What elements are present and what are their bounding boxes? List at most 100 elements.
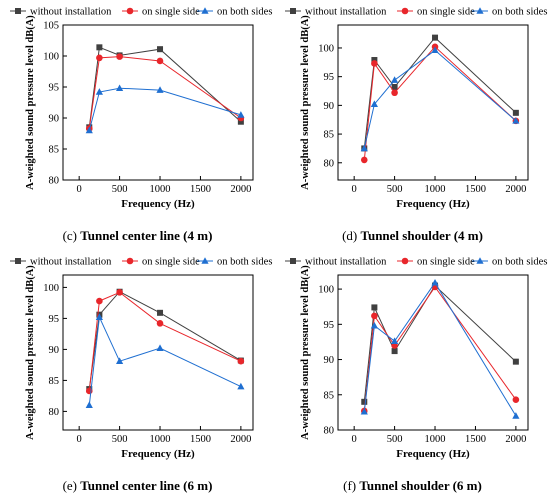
y-tick-label: 105 (43, 21, 59, 32)
legend-label: on both sides (217, 257, 272, 268)
data-point-triangle (237, 382, 245, 390)
x-axis-label: Frequency (Hz) (121, 448, 195, 460)
chart-svg: without installation on single side on bot… (285, 257, 547, 460)
chart-panel-f: without installation on single side on bot… (275, 250, 550, 468)
data-point-triangle (390, 337, 399, 345)
legend-item-both: on both sides (472, 7, 547, 18)
data-point-circle (116, 289, 123, 296)
legend-marker-square (15, 258, 21, 264)
data-point-circle (360, 156, 368, 164)
y-tick-label: 80 (49, 407, 60, 418)
legend-label: without installation (305, 7, 387, 18)
x-tick-label: 500 (387, 184, 403, 195)
legend-label: without installation (30, 257, 112, 268)
legend-label: on single side (417, 7, 475, 18)
series-single (360, 43, 520, 164)
data-point-square (371, 57, 378, 64)
series-without (361, 34, 519, 152)
legend-label: on both sides (492, 257, 547, 268)
caption-e: (e) Tunnel center line (6 m) (0, 478, 275, 494)
x-tick-label: 0 (352, 184, 357, 195)
data-point-triangle (156, 344, 164, 351)
caption-d: (d) Tunnel shoulder (4 m) (275, 228, 550, 244)
data-point-triangle (95, 313, 103, 320)
series-line (363, 286, 517, 412)
y-tick-label: 85 (49, 145, 60, 156)
data-point-square (391, 348, 398, 355)
legend-marker-triangle (201, 257, 209, 264)
legend-marker-square (290, 8, 296, 14)
data-point-circle (512, 396, 520, 404)
data-point-circle (156, 57, 164, 65)
legend-item-without: without installation (285, 7, 387, 18)
legend-marker-circle (126, 257, 134, 265)
legend-label: without installation (305, 257, 387, 268)
data-point-square (371, 304, 378, 311)
legend-marker-square (290, 258, 296, 264)
y-tick-label: 90 (49, 114, 60, 125)
x-tick-label: 1000 (150, 434, 171, 445)
legend: without installation on single side on bot… (285, 7, 547, 18)
x-tick-label: 2000 (230, 184, 251, 195)
x-axis-label: Frequency (Hz) (396, 448, 470, 460)
data-point-square (391, 84, 398, 90)
legend-marker-triangle (201, 7, 209, 14)
data-point-square (96, 44, 103, 51)
series-line (88, 87, 242, 131)
data-point-circle (116, 53, 123, 60)
x-tick-label: 0 (77, 434, 82, 445)
x-tick-label: 500 (387, 434, 403, 445)
data-point-triangle (431, 46, 439, 54)
y-tick-label: 90 (49, 345, 60, 356)
data-point-circle (96, 297, 103, 305)
caption-title: Tunnel center line (6 m) (80, 478, 213, 493)
caption-f: (f) Tunnel shoulder (6 m) (275, 478, 550, 494)
plot-frame (62, 274, 254, 431)
y-tick-label: 100 (43, 283, 59, 294)
y-tick-label: 90 (324, 355, 335, 366)
data-point-square (361, 398, 368, 405)
x-tick-label: 0 (352, 434, 357, 445)
legend-label: on single side (417, 257, 475, 268)
caption-title: Tunnel center line (4 m) (80, 228, 213, 243)
legend-item-without: without installation (285, 257, 387, 268)
series-line (363, 284, 517, 402)
x-tick-label: 2000 (230, 434, 251, 445)
legend-item-without: without installation (10, 7, 112, 18)
x-tick-label: 500 (112, 184, 128, 195)
legend-label: on single side (142, 257, 200, 268)
caption-title: Tunnel shoulder (6 m) (359, 478, 482, 493)
caption-letter: (c) (62, 228, 77, 243)
y-axis-label: A-weighted sound pressure level dB(A) (300, 15, 311, 190)
data-point-circle (391, 89, 398, 97)
legend-label: on both sides (492, 7, 547, 18)
x-tick-label: 1500 (190, 184, 211, 195)
data-point-triangle (360, 407, 368, 415)
x-tick-label: 1000 (425, 434, 446, 445)
data-point-triangle (370, 100, 378, 108)
legend-item-single: on single side (122, 7, 200, 18)
y-axis-label: A-weighted sound pressure level dB(A) (25, 265, 36, 440)
y-axis-label: A-weighted sound pressure level dB(A) (25, 15, 36, 190)
chart-panel-c: without installation on single side on bot… (0, 0, 275, 218)
chart-svg: without installation on single side on bot… (10, 7, 272, 210)
chart-svg: without installation on single side on bot… (10, 257, 272, 460)
x-tick-label: 500 (112, 434, 128, 445)
x-tick-label: 2000 (505, 184, 526, 195)
series-both (360, 46, 520, 152)
chart-svg: without installation on single side on bot… (285, 7, 547, 210)
series-single (85, 53, 245, 132)
y-tick-label: 100 (318, 285, 334, 296)
data-point-circle (237, 357, 245, 365)
y-tick-label: 95 (324, 72, 335, 83)
y-tick-label: 85 (49, 376, 60, 387)
data-point-square (237, 118, 244, 125)
y-tick-label: 80 (49, 176, 60, 187)
series-single (85, 289, 245, 395)
legend: without installation on single side on bot… (285, 257, 547, 268)
plot-frame (337, 274, 529, 431)
series-line (88, 291, 242, 390)
legend-marker-square (15, 8, 21, 14)
data-point-triangle (95, 88, 103, 95)
legend-label: on both sides (217, 7, 272, 18)
